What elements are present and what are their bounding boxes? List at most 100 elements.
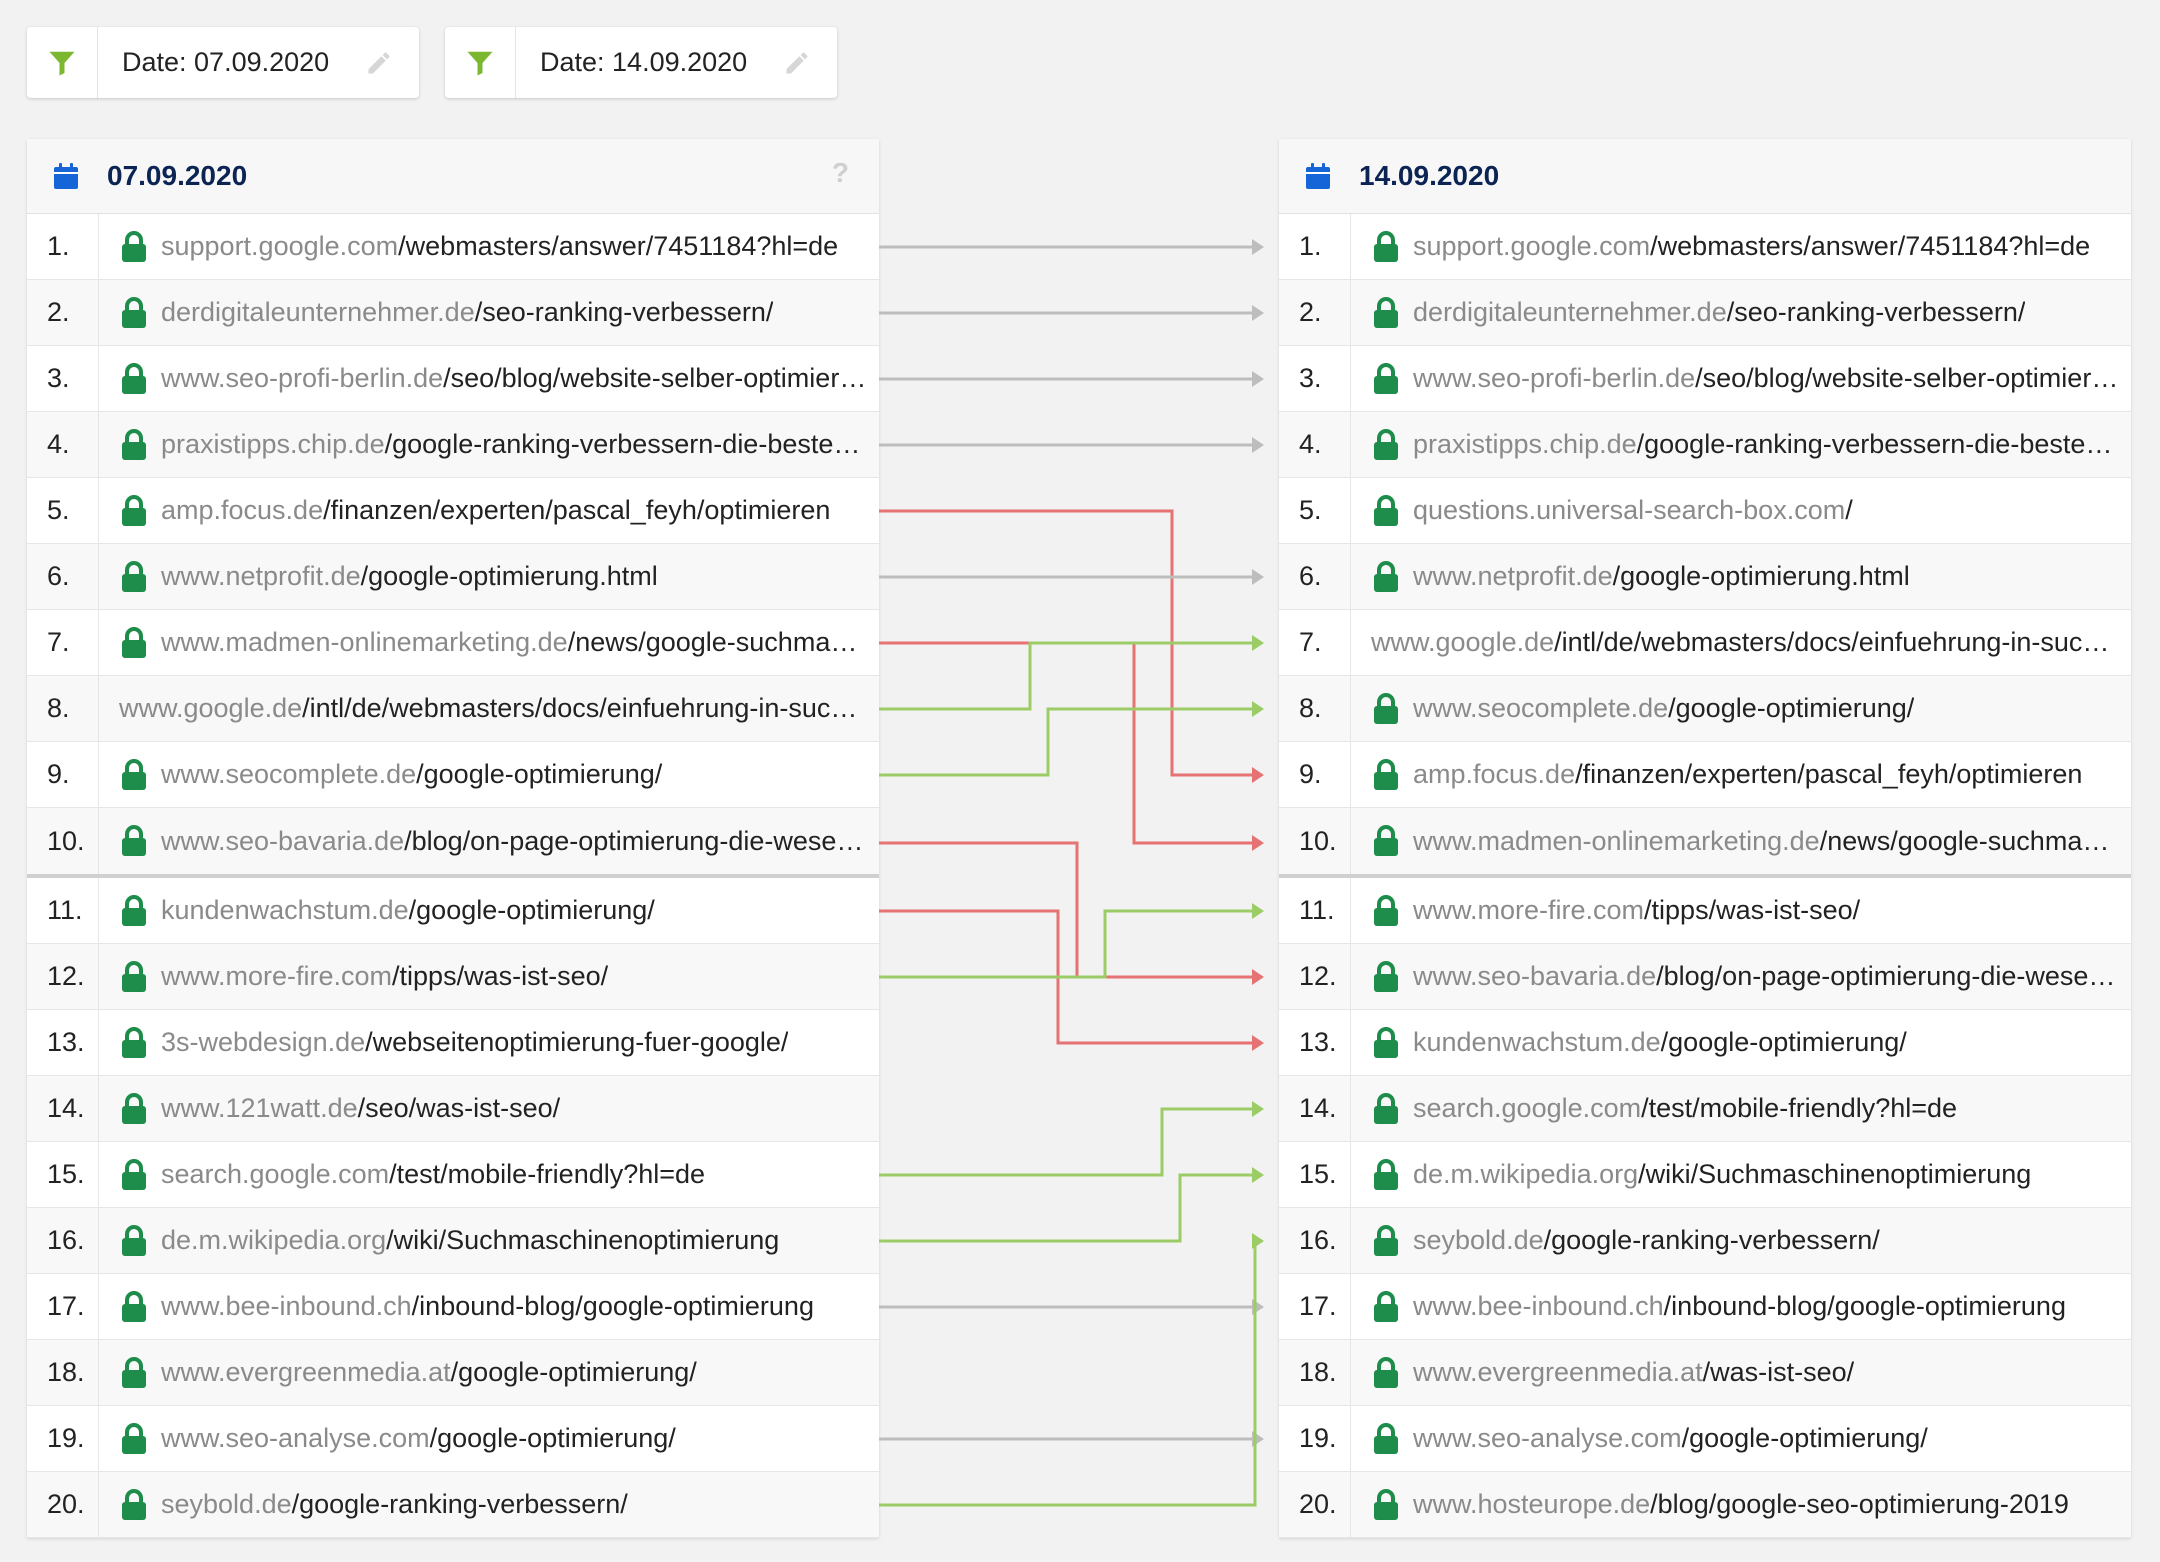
- ranking-row[interactable]: 8. www.seocomplete.de/google-optimierung/: [1279, 676, 2131, 742]
- ranking-row[interactable]: 12. www.more-fire.com/tipps/was-ist-seo/: [27, 944, 879, 1010]
- lock-icon: [121, 296, 147, 329]
- ranking-row[interactable]: 19. www.seo-analyse.com/google-optimierun…: [27, 1406, 879, 1472]
- movement-line-up: [879, 1239, 1258, 1507]
- movement-arrowhead: [1252, 371, 1264, 387]
- filter-chip-date-1[interactable]: Date: 07.09.2020: [27, 27, 419, 98]
- ranking-row[interactable]: 7. www.madmen-onlinemarketing.de/news/goo…: [27, 610, 879, 676]
- lock-icon: [121, 626, 147, 659]
- help-icon[interactable]: ?: [831, 157, 849, 188]
- movement-line-up: [879, 1107, 1258, 1177]
- ranking-row[interactable]: 5. amp.focus.de/finanzen/experten/pascal_…: [27, 478, 879, 544]
- rank-number: 11.: [1279, 878, 1351, 943]
- panel-date: 07.09.2020: [107, 160, 248, 191]
- movement-line-up: [879, 707, 1258, 777]
- url-cell: www.seo-profi-berlin.de/seo/blog/website…: [1351, 362, 2131, 395]
- rank-number: 12.: [1279, 944, 1351, 1009]
- lock-icon: [1373, 428, 1399, 461]
- rank-number: 10.: [1279, 808, 1351, 874]
- url-cell: search.google.com/test/mobile-friendly?h…: [1351, 1092, 2131, 1125]
- rank-number: 20.: [1279, 1472, 1351, 1537]
- ranking-row[interactable]: 17. www.bee-inbound.ch/inbound-blog/googl…: [27, 1274, 879, 1340]
- lock-icon: [1373, 894, 1399, 927]
- ranking-row[interactable]: 9. www.seocomplete.de/google-optimierung/: [27, 742, 879, 808]
- ranking-row[interactable]: 3. www.seo-profi-berlin.de/seo/blog/websi…: [27, 346, 879, 412]
- lock-icon: [1373, 1290, 1399, 1323]
- ranking-row[interactable]: 8. www.google.de/intl/de/webmasters/docs/…: [27, 676, 879, 742]
- ranking-row[interactable]: 7. www.google.de/intl/de/webmasters/docs/…: [1279, 610, 2131, 676]
- ranking-row[interactable]: 11. www.more-fire.com/tipps/was-ist-seo/: [1279, 878, 2131, 944]
- lock-icon: [121, 1422, 147, 1455]
- ranking-row[interactable]: 6. www.netprofit.de/google-optimierung.ht…: [1279, 544, 2131, 610]
- rank-number: 15.: [27, 1142, 99, 1207]
- ranking-row[interactable]: 10. www.madmen-onlinemarketing.de/news/go…: [1279, 808, 2131, 878]
- rank-number: 16.: [1279, 1208, 1351, 1273]
- ranking-row[interactable]: 16. de.m.wikipedia.org/wiki/Suchmaschinen…: [27, 1208, 879, 1274]
- movement-line-up: [879, 909, 1258, 979]
- ranking-row[interactable]: 2. derdigitaleunternehmer.de/seo-ranking-…: [27, 280, 879, 346]
- url-cell: www.seo-bavaria.de/blog/on-page-optimier…: [1351, 960, 2131, 993]
- url-cell: www.bee-inbound.ch/inbound-blog/google-o…: [99, 1290, 879, 1323]
- ranking-list: 1. support.google.com/webmasters/answer/7…: [27, 214, 879, 1538]
- ranking-row[interactable]: 17. www.bee-inbound.ch/inbound-blog/googl…: [1279, 1274, 2131, 1340]
- rank-number: 6.: [1279, 544, 1351, 609]
- lock-icon: [1373, 960, 1399, 993]
- url-cell: www.seocomplete.de/google-optimierung/: [99, 758, 879, 791]
- ranking-row[interactable]: 19. www.seo-analyse.com/google-optimierun…: [1279, 1406, 2131, 1472]
- movement-arrowhead: [1252, 1233, 1264, 1249]
- ranking-row[interactable]: 6. www.netprofit.de/google-optimierung.ht…: [27, 544, 879, 610]
- ranking-row[interactable]: 11. kundenwachstum.de/google-optimierung/: [27, 878, 879, 944]
- lock-icon: [121, 494, 147, 527]
- url-cell: de.m.wikipedia.org/wiki/Suchmaschinenopt…: [99, 1224, 879, 1257]
- ranking-row[interactable]: 16. seybold.de/google-ranking-verbessern/: [1279, 1208, 2131, 1274]
- ranking-row[interactable]: 13. kundenwachstum.de/google-optimierung/: [1279, 1010, 2131, 1076]
- filter-icon: [27, 27, 98, 98]
- movement-arrowhead: [1252, 635, 1264, 651]
- ranking-row[interactable]: 13. 3s-webdesign.de/webseitenoptimierung-…: [27, 1010, 879, 1076]
- ranking-row[interactable]: 2. derdigitaleunternehmer.de/seo-ranking-…: [1279, 280, 2131, 346]
- ranking-row[interactable]: 14. www.121watt.de/seo/was-ist-seo/: [27, 1076, 879, 1142]
- lock-icon: [1373, 560, 1399, 593]
- edit-pencil-icon[interactable]: [783, 49, 811, 82]
- lock-icon: [1373, 1224, 1399, 1257]
- lock-icon: [1373, 692, 1399, 725]
- ranking-row[interactable]: 3. www.seo-profi-berlin.de/seo/blog/websi…: [1279, 346, 2131, 412]
- rank-number: 2.: [27, 280, 99, 345]
- rank-number: 20.: [27, 1472, 99, 1537]
- rank-number: 9.: [27, 742, 99, 807]
- lock-icon: [1373, 1422, 1399, 1455]
- ranking-panel-right: 14.09.2020 1. support.google.com/webmaste…: [1279, 139, 2131, 1538]
- rank-number: 4.: [1279, 412, 1351, 477]
- ranking-row[interactable]: 18. www.evergreenmedia.at/was-ist-seo/: [1279, 1340, 2131, 1406]
- ranking-row[interactable]: 15. search.google.com/test/mobile-friendl…: [27, 1142, 879, 1208]
- ranking-row[interactable]: 14. search.google.com/test/mobile-friendl…: [1279, 1076, 2131, 1142]
- ranking-row[interactable]: 4. praxistipps.chip.de/google-ranking-ver…: [1279, 412, 2131, 478]
- ranking-row[interactable]: 18. www.evergreenmedia.at/google-optimier…: [27, 1340, 879, 1406]
- lock-icon: [121, 428, 147, 461]
- url-cell: www.madmen-onlinemarketing.de/news/googl…: [1351, 825, 2131, 857]
- ranking-row[interactable]: 9. amp.focus.de/finanzen/experten/pascal_…: [1279, 742, 2131, 808]
- ranking-row[interactable]: 20. seybold.de/google-ranking-verbessern/: [27, 1472, 879, 1538]
- ranking-row[interactable]: 4. praxistipps.chip.de/google-ranking-ver…: [27, 412, 879, 478]
- lock-icon: [1373, 1026, 1399, 1059]
- ranking-row[interactable]: 1. support.google.com/webmasters/answer/7…: [1279, 214, 2131, 280]
- rank-number: 18.: [1279, 1340, 1351, 1405]
- rank-number: 10.: [27, 808, 99, 874]
- rank-number: 3.: [1279, 346, 1351, 411]
- edit-pencil-icon[interactable]: [365, 49, 393, 82]
- ranking-row[interactable]: 1. support.google.com/webmasters/answer/7…: [27, 214, 879, 280]
- ranking-row[interactable]: 10. www.seo-bavaria.de/blog/on-page-optim…: [27, 808, 879, 878]
- rank-number: 8.: [27, 676, 99, 741]
- rank-number: 2.: [1279, 280, 1351, 345]
- url-cell: support.google.com/webmasters/answer/745…: [1351, 230, 2131, 263]
- url-cell: www.seo-analyse.com/google-optimierung/: [1351, 1422, 2131, 1455]
- movement-arrowhead: [1252, 767, 1264, 783]
- ranking-row[interactable]: 5. questions.universal-search-box.com/: [1279, 478, 2131, 544]
- ranking-row[interactable]: 12. www.seo-bavaria.de/blog/on-page-optim…: [1279, 944, 2131, 1010]
- url-cell: kundenwachstum.de/google-optimierung/: [1351, 1026, 2131, 1059]
- ranking-row[interactable]: 20. www.hosteurope.de/blog/google-seo-opt…: [1279, 1472, 2131, 1538]
- lock-icon: [1373, 1356, 1399, 1389]
- lock-icon: [121, 960, 147, 993]
- filter-chip-date-2[interactable]: Date: 14.09.2020: [445, 27, 837, 98]
- ranking-row[interactable]: 15. de.m.wikipedia.org/wiki/Suchmaschinen…: [1279, 1142, 2131, 1208]
